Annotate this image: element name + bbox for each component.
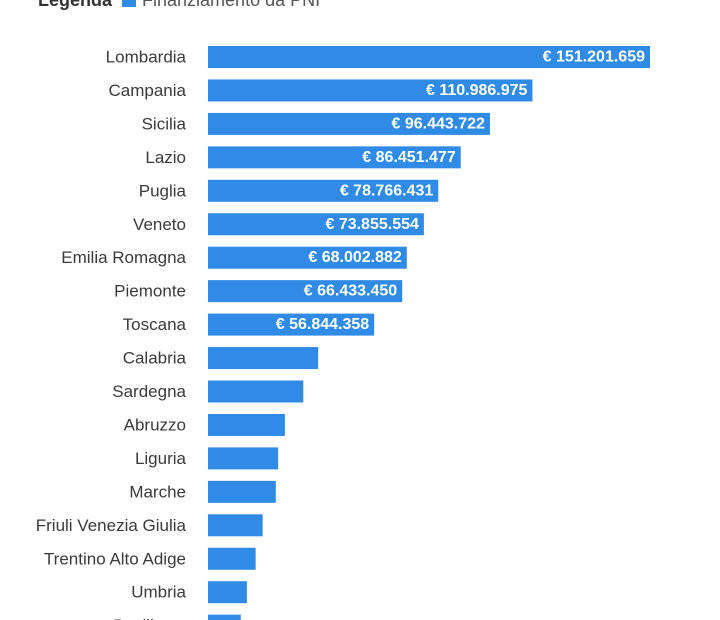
value-label: € 96.443.722 <box>392 115 486 132</box>
category-label: Puglia <box>139 181 187 200</box>
bar <box>208 179 439 202</box>
bar <box>208 313 375 336</box>
legend-title: Legenda <box>38 0 112 11</box>
legend-swatch <box>122 0 137 7</box>
value-label: € 78.766.431 <box>340 182 434 199</box>
bar <box>208 146 461 169</box>
category-label: Marche <box>129 482 186 501</box>
category-label: Umbria <box>131 583 186 602</box>
value-label: € 86.451.477 <box>362 149 456 166</box>
category-label: Piemonte <box>114 282 186 301</box>
value-label: € 68.002.882 <box>308 249 402 266</box>
bar <box>208 480 276 503</box>
value-label: € 56.844.358 <box>276 316 370 333</box>
bar <box>208 280 403 303</box>
bar <box>208 246 407 269</box>
category-label: Sardegna <box>112 382 186 401</box>
category-label: Emilia Romagna <box>61 248 186 267</box>
category-label: Calabria <box>123 349 187 368</box>
bar <box>208 46 650 68</box>
bar <box>208 413 285 436</box>
category-label: Campania <box>109 81 187 100</box>
value-label: € 73.855.554 <box>325 216 419 233</box>
bar <box>208 380 304 403</box>
legend-series-label: Finanziamento da PNI <box>142 0 320 11</box>
category-label: Trentino Alto Adige <box>44 549 186 568</box>
category-label: Lombardia <box>106 48 187 67</box>
bar <box>208 581 247 604</box>
value-label: € 66.433.450 <box>304 283 398 300</box>
bar <box>208 79 533 102</box>
category-label: Toscana <box>123 315 187 334</box>
category-label: Friuli Venezia Giulia <box>36 516 187 535</box>
value-label: € 151.201.659 <box>543 49 645 66</box>
category-label: Liguria <box>135 449 187 468</box>
bar <box>208 547 256 570</box>
category-label: Basilicata <box>113 616 186 620</box>
bar <box>208 112 490 135</box>
category-label: Lazio <box>145 148 186 167</box>
bar <box>208 447 279 470</box>
bar <box>208 614 241 620</box>
value-label: € 110.986.975 <box>426 82 528 99</box>
legend: Legenda Finanziamento da PNI <box>38 0 320 12</box>
bar <box>208 514 263 537</box>
category-label: Veneto <box>133 215 186 234</box>
category-label: Abruzzo <box>124 415 186 434</box>
bar <box>208 347 319 370</box>
category-label: Sicilia <box>142 114 187 133</box>
bar <box>208 213 424 236</box>
